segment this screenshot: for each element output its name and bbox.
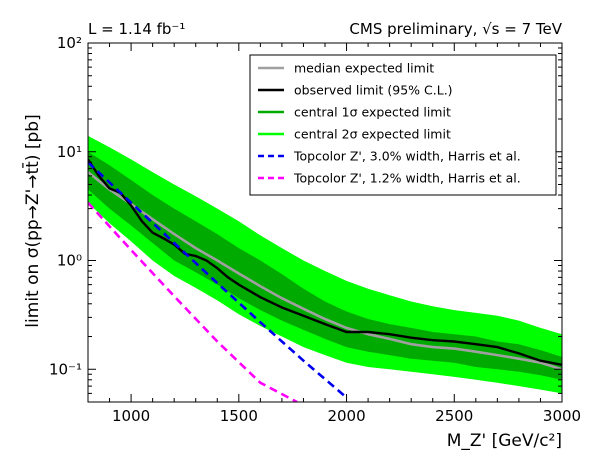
legend-label: central 1σ expected limit [294,105,451,120]
legend-box [249,54,557,196]
observed-limit-line [88,158,562,366]
experiment-label: CMS preliminary, √s = 7 TeV [349,20,562,38]
legend-label: median expected limit [294,61,434,76]
x-tick-label: 3000 [543,407,581,425]
topcolor-1p2pct-line [88,201,298,402]
y-tick-label: 10⁰ [57,252,82,270]
legend-label: central 2σ expected limit [294,127,451,142]
x-axis-label: M_Z' [GeV/c²] [447,431,562,451]
y-axis-label: limit on σ(pp→Z'→tt̄) [pb] [21,114,43,327]
y-tick-label: 10⁻¹ [49,360,82,378]
x-tick-label: 1500 [220,407,258,425]
topcolor-3pct-line [88,161,348,399]
y-tick-label: 10¹ [57,143,82,161]
y-tick-label: 10² [57,34,82,52]
x-tick-label: 2000 [327,407,365,425]
legend: median expected limit observed limit (95%… [249,54,557,196]
legend-label: Topcolor Z', 1.2% width, Harris et al. [293,171,521,186]
legend-label: observed limit (95% C.L.) [294,83,453,98]
band-2sigma [88,135,562,394]
x-tick-label: 2500 [435,407,473,425]
legend-label: Topcolor Z', 3.0% width, Harris et al. [293,149,521,164]
series-layer [88,158,562,402]
tick-layer: 1000 1500 2000 2500 3000 10⁻¹ 10⁰ 10¹ 10² [49,34,581,425]
median-expected-line [88,171,562,371]
luminosity-label: L = 1.14 fb⁻¹ [88,20,185,38]
x-tick-label: 1000 [112,407,150,425]
